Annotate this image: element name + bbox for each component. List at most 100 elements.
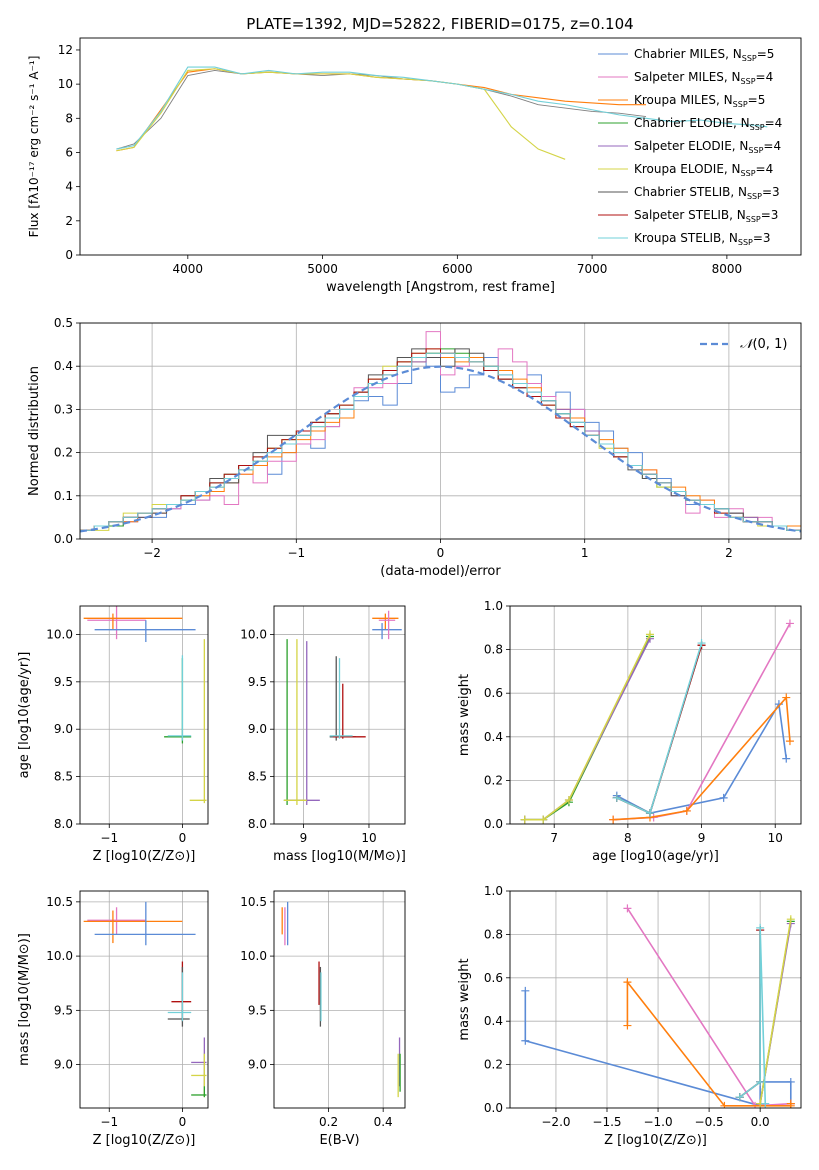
axes-frame	[273, 605, 406, 825]
y-tick-label: 0.8	[484, 643, 503, 657]
y-tick-label: 0.0	[484, 817, 503, 831]
series-marker	[719, 793, 728, 802]
x-tick-label: 0.0	[751, 1115, 770, 1129]
x-tick-label: −1	[287, 546, 305, 560]
series-marker	[735, 1093, 744, 1102]
y-tick-label: 10.5	[46, 895, 73, 909]
y-tick-label: 10.0	[46, 949, 73, 963]
x-axis-label: mass [log10(M/M⊙)]	[273, 849, 406, 864]
x-tick-label: −1	[100, 1115, 118, 1129]
x-tick-label: −1.5	[592, 1115, 621, 1129]
y-tick-label: 10.0	[240, 627, 267, 641]
y-tick-label: 9.0	[248, 1058, 267, 1072]
series-marker	[761, 1099, 770, 1108]
legend-label: Kroupa ELODIE, NSSP=4	[634, 162, 773, 178]
y-tick-label: 9.5	[248, 1003, 267, 1017]
plot-area	[80, 606, 208, 824]
series-marker	[682, 806, 691, 815]
y-tick-label: 2	[65, 214, 73, 228]
x-tick-label: 4000	[173, 262, 204, 276]
series-line	[759, 919, 792, 1104]
plot-area	[116, 66, 768, 160]
x-axis-label: Z [log10(Z/Z⊙)]	[93, 1133, 196, 1148]
plot-area	[274, 891, 405, 1108]
plot-area	[80, 891, 208, 1108]
chart-mass_vs_ebv: 0.2 0.4 9.0 9.5 10.0 10.5 E(B-V)	[240, 890, 406, 1148]
plot-area	[510, 606, 801, 824]
series-marker	[623, 1021, 632, 1030]
y-tick-label: 4	[65, 180, 73, 194]
plot-area	[510, 891, 801, 1108]
y-tick-label: 10.0	[46, 627, 73, 641]
y-tick-label: 8.0	[248, 817, 267, 831]
series-line	[524, 636, 651, 821]
legend-label: Kroupa STELIB, NSSP=3	[634, 231, 771, 247]
chart-mass_weight_vs_age: 7 8 9 10 0.0 0.2 0.4 0.6 0.8 1.0 age [log10(age/yr…	[457, 599, 802, 864]
y-tick-label: 0.1	[54, 489, 73, 503]
legend-label: Salpeter STELIB, NSSP=3	[634, 208, 778, 224]
x-tick-label: 2	[725, 546, 733, 560]
series-marker	[612, 793, 621, 802]
y-axis-label: mass weight	[457, 958, 472, 1040]
series-marker	[697, 639, 706, 648]
x-axis-label: age [log10(age/yr)]	[592, 849, 719, 864]
x-axis-label: Z [log10(Z/Z⊙)]	[93, 849, 196, 864]
y-axis-label: mass weight	[457, 674, 472, 756]
series-line	[116, 68, 647, 152]
legend-label: Kroupa MILES, NSSP=5	[634, 93, 765, 109]
y-tick-label: 9.5	[54, 1003, 73, 1017]
series-marker	[645, 630, 654, 639]
x-tick-label: 0.4	[374, 1115, 393, 1129]
legend-label: Chabrier ELODIE, NSSP=4	[634, 116, 782, 132]
x-tick-label: −2.0	[541, 1115, 570, 1129]
legend-label: Salpeter MILES, NSSP=4	[634, 70, 773, 86]
series-marker	[756, 1077, 765, 1086]
y-tick-label: 9.5	[54, 675, 73, 689]
axes-frame	[79, 605, 209, 825]
y-tick-label: 8.0	[54, 817, 73, 831]
series-marker	[782, 693, 791, 702]
y-tick-label: 0.6	[484, 971, 503, 985]
series-marker	[645, 809, 654, 818]
series-marker	[785, 619, 794, 628]
series-marker	[786, 915, 795, 924]
x-axis-label: Z [log10(Z/Z⊙)]	[604, 1133, 707, 1148]
y-axis-label: age [log10(age/yr)]	[17, 652, 32, 779]
series-marker	[521, 986, 530, 995]
series-line	[116, 68, 566, 160]
y-axis-label: Normed distribution	[27, 366, 42, 496]
plot-area	[274, 606, 405, 824]
y-tick-label: 0.3	[54, 402, 73, 416]
series-marker	[623, 904, 632, 913]
y-tick-label: 8	[65, 111, 73, 125]
series-marker	[521, 1036, 530, 1045]
y-tick-label: 10.5	[240, 895, 267, 909]
y-tick-label: 1.0	[484, 599, 503, 613]
series-line	[616, 645, 703, 815]
y-tick-label: 1.0	[484, 884, 503, 898]
legend-label: Chabrier STELIB, NSSP=3	[634, 185, 780, 201]
x-tick-label: 5000	[307, 262, 338, 276]
y-tick-label: 0.4	[484, 730, 503, 744]
chart-mass_vs_z: −1 0 9.0 9.5 10.0 10.5 Z [log10(Z/Z⊙)] mass [lo…	[17, 890, 209, 1148]
x-axis-label: E(B-V)	[319, 1133, 359, 1148]
legend-label: 𝒩(0, 1)	[740, 337, 787, 352]
y-tick-label: 0.0	[484, 1101, 503, 1115]
y-tick-label: 6	[65, 145, 73, 159]
series-marker	[720, 1101, 729, 1108]
series-marker	[782, 754, 791, 763]
axes-frame	[509, 890, 802, 1109]
plot-area	[80, 323, 801, 539]
x-tick-label: −2	[143, 546, 161, 560]
series-marker	[609, 815, 618, 824]
y-tick-label: 9.5	[248, 675, 267, 689]
chart-mass_weight_vs_z: −2.0 −1.5 −1.0 −0.5 0.0 0.0 0.2 0.4 0.6 0.8 1.0 Z […	[457, 884, 802, 1148]
x-tick-label: 9	[300, 831, 308, 845]
y-tick-label: 0.4	[484, 1014, 503, 1028]
y-tick-label: 12	[58, 43, 73, 57]
series-marker	[786, 1077, 795, 1086]
x-axis-label: (data-model)/error	[380, 564, 501, 579]
series-line	[524, 633, 651, 821]
y-tick-label: 0.6	[484, 686, 503, 700]
